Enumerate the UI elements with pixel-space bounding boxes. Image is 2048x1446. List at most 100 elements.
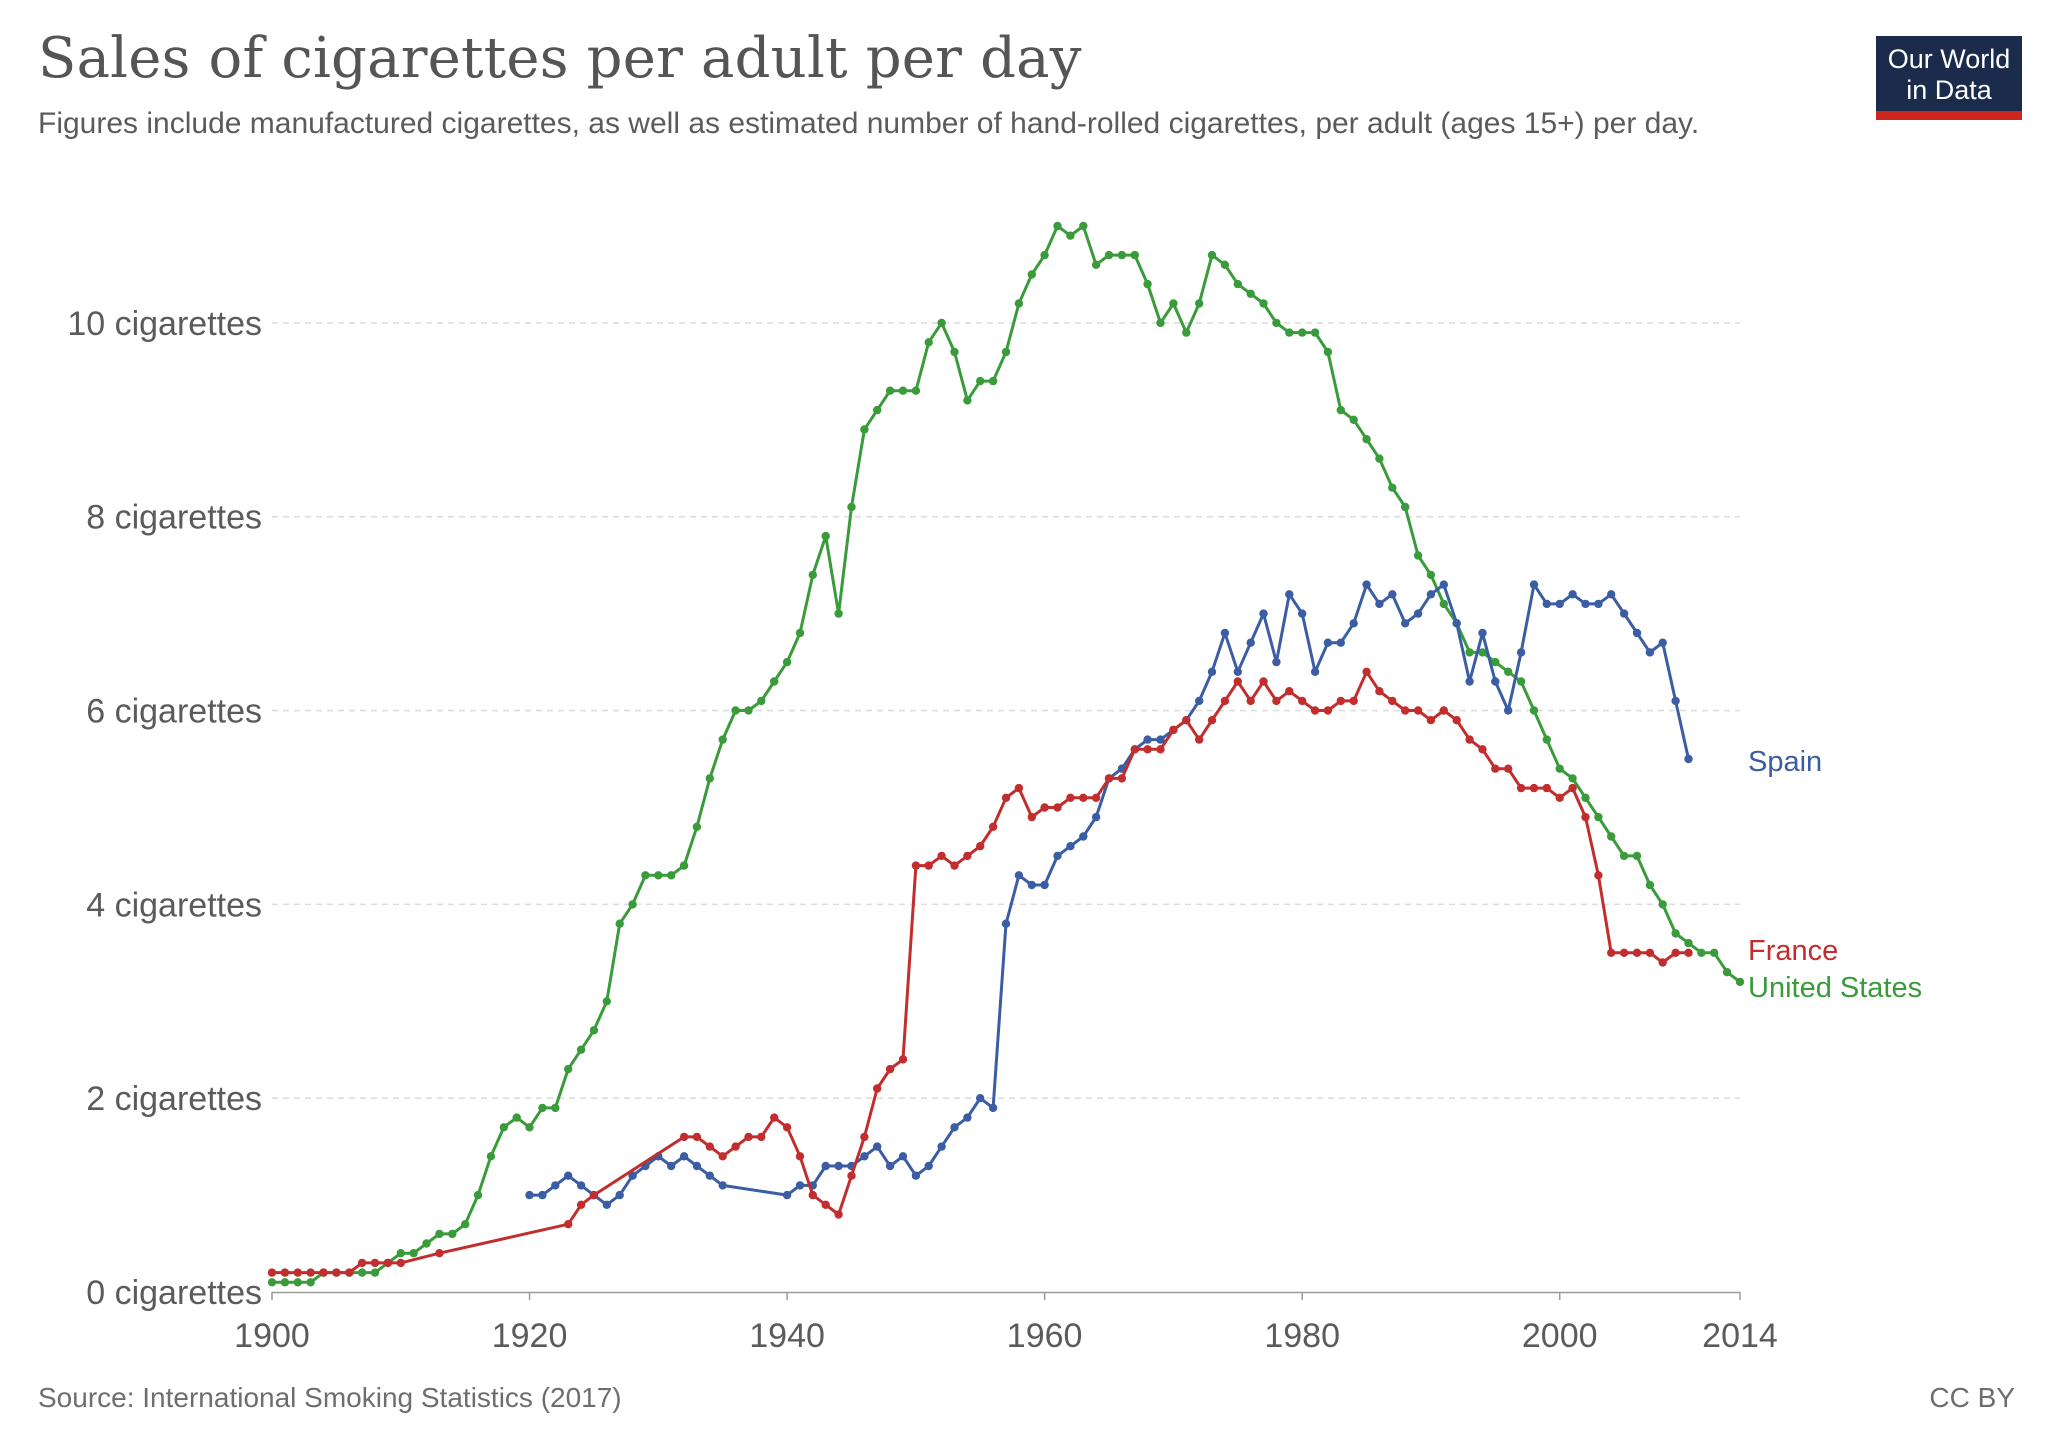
data-point [1195,696,1204,706]
data-point [744,706,753,715]
data-point [1349,696,1358,706]
data-point [473,1190,483,1200]
data-point [1066,793,1075,802]
data-point [1401,706,1410,715]
data-point [1478,628,1487,638]
data-point [885,1161,895,1171]
data-point [1671,696,1680,706]
data-point [873,1084,882,1093]
x-axis: 1900 1920 1940 1960 1980 2000 2014 [234,1291,1778,1355]
data-point [744,1132,753,1142]
data-point [551,1103,560,1113]
data-point [615,1190,624,1200]
data-point [1594,812,1603,822]
data-point [267,1268,277,1277]
series-labels: United States Spain France [1748,746,1922,1004]
data-point [576,1181,586,1190]
data-point [1091,793,1101,802]
data-point [1014,299,1024,308]
series-line [272,670,1689,1275]
data-point [628,1171,637,1180]
data-point [1027,270,1037,279]
data-point [1645,648,1655,657]
data-point [602,1200,611,1210]
data-point [1285,328,1294,337]
data-point [1246,638,1255,647]
data-point [705,1171,714,1180]
data-point [1401,502,1410,512]
data-point [319,1268,328,1277]
data-point [435,1229,444,1239]
x-tick-label: 1940 [749,1317,825,1355]
data-point [332,1268,341,1277]
data-point [1117,774,1127,783]
data-point [1001,919,1011,928]
source-note[interactable]: Source: International Smoking Statistics… [38,1382,622,1413]
data-point [950,347,959,357]
series-label: Spain [1748,746,1822,778]
data-point [1220,628,1230,638]
data-point [1014,783,1024,793]
data-point [718,1152,727,1161]
data-point [1310,328,1320,337]
data-point [306,1278,315,1287]
data-point [1362,580,1371,589]
data-point [782,1190,792,1200]
data-point [1040,803,1049,812]
data-point [1040,880,1049,890]
data-point [1465,677,1474,686]
data-point [937,1142,946,1151]
data-point [770,1113,779,1122]
data-point [1491,764,1500,773]
data-point [1516,648,1526,657]
data-point [834,1210,843,1219]
y-tick-label: 2 cigarettes [86,1080,262,1118]
data-point [705,774,714,783]
series-line [529,583,1690,1207]
data-point [667,871,676,880]
data-point [770,677,779,686]
data-point [795,1152,805,1161]
data-point [1143,735,1152,744]
data-point [860,425,869,434]
data-point [1195,735,1204,744]
data-point [988,376,998,386]
data-point [370,1258,380,1268]
data-point [1336,696,1346,706]
data-point [1426,570,1436,580]
data-point [988,822,998,831]
data-point [654,871,663,880]
data-point [1516,677,1526,686]
series-lines [267,221,1745,1287]
data-point [435,1249,444,1258]
data-point [448,1229,457,1239]
data-point [1542,599,1552,609]
data-point [1349,619,1358,628]
series-label: France [1748,935,1838,967]
data-point [860,1132,869,1142]
owid-logo[interactable]: Our World in Data [1876,36,2022,120]
data-point [461,1220,470,1229]
license-link[interactable]: CC BY [1929,1382,2015,1413]
data-point [1182,328,1191,337]
data-point [1542,735,1552,744]
data-point [1156,745,1165,754]
data-point [1117,250,1127,260]
data-point [1066,842,1075,851]
data-point [705,1142,714,1151]
data-point [1388,696,1397,706]
data-point [1001,347,1011,357]
data-point [808,1190,817,1200]
data-point [1091,812,1101,822]
data-point [1336,405,1346,415]
data-point [1362,667,1371,676]
data-point [1246,696,1255,706]
data-point [1581,599,1590,609]
y-tick-label: 8 cigarettes [86,499,262,537]
data-point [757,696,766,706]
data-point [293,1268,302,1277]
data-point [885,386,895,395]
logo-accent-bar [1876,111,2022,120]
data-point [1079,793,1088,802]
data-point [1465,648,1474,657]
